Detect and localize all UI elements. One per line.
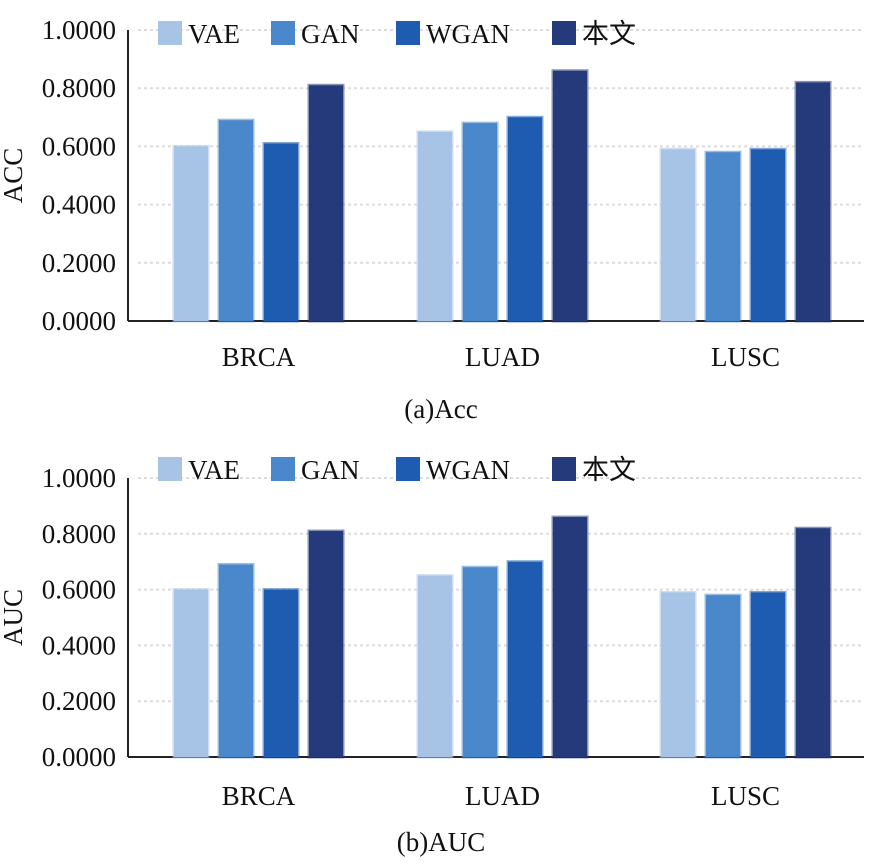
y-tick-label: 0.8000 bbox=[42, 519, 116, 549]
legend-swatch bbox=[552, 21, 576, 45]
bar-brca-0 bbox=[172, 144, 210, 323]
y-tick-label: 0.8000 bbox=[42, 73, 116, 103]
legend-label: GAN bbox=[301, 19, 360, 49]
y-tick-label: 0.4000 bbox=[42, 630, 116, 660]
y-tick-label: 0.6000 bbox=[42, 131, 116, 161]
x-tick-label: BRCA bbox=[222, 342, 296, 372]
legend-swatch bbox=[158, 21, 182, 45]
legend-swatch bbox=[158, 457, 182, 481]
x-tick-label: LUAD bbox=[465, 781, 540, 811]
y-tick-label: 1.0000 bbox=[42, 463, 116, 493]
y-tick-label: 0.4000 bbox=[42, 190, 116, 220]
bar-brca-1 bbox=[217, 562, 255, 759]
bar-luad-0 bbox=[416, 574, 454, 759]
y-tick-label: 0.2000 bbox=[42, 248, 116, 278]
bar-luad-3 bbox=[551, 69, 589, 323]
y-tick-label: 0.0000 bbox=[42, 742, 116, 772]
legend-swatch bbox=[271, 457, 295, 481]
bar-lusc-3 bbox=[794, 526, 832, 759]
bar-lusc-2 bbox=[749, 590, 787, 759]
x-tick-label: LUSC bbox=[711, 342, 780, 372]
legend-label: WGAN bbox=[426, 455, 510, 485]
chart-panel-acc: 0.0000 0.2000 0.4000 0.6000 0.8000 1.0000 ACC B… bbox=[0, 15, 864, 424]
legend-label: VAE bbox=[188, 455, 240, 485]
legend-swatch bbox=[552, 457, 576, 481]
y-tick-label: 0.2000 bbox=[42, 686, 116, 716]
x-tick-label: LUAD bbox=[465, 342, 540, 372]
bar-brca-3 bbox=[307, 83, 345, 323]
y-axis-label: AUC bbox=[0, 589, 28, 646]
chart-caption: (a)Acc bbox=[404, 394, 477, 424]
legend-swatch bbox=[396, 21, 420, 45]
bar-brca-2 bbox=[262, 588, 300, 759]
bar-lusc-3 bbox=[794, 80, 832, 323]
y-tick-label: 0.0000 bbox=[42, 306, 116, 336]
bar-lusc-0 bbox=[659, 590, 697, 759]
bar-luad-2 bbox=[506, 115, 544, 323]
legend-swatch bbox=[271, 21, 295, 45]
y-axis-label: ACC bbox=[0, 148, 28, 204]
legend-label: WGAN bbox=[426, 19, 510, 49]
bar-brca-1 bbox=[217, 118, 255, 323]
bar-lusc-0 bbox=[659, 147, 697, 323]
chart-panel-auc: 0.0000 0.2000 0.4000 0.6000 0.8000 1.0000 AUC B… bbox=[0, 455, 864, 857]
x-tick-label: LUSC bbox=[711, 781, 780, 811]
x-tick-label: BRCA bbox=[222, 781, 296, 811]
bar-luad-3 bbox=[551, 515, 589, 759]
legend-label: GAN bbox=[301, 455, 360, 485]
bar-brca-3 bbox=[307, 529, 345, 759]
bar-lusc-1 bbox=[704, 593, 742, 759]
legend-label: 本文 bbox=[582, 455, 636, 485]
legend-label: 本文 bbox=[582, 19, 636, 49]
bar-luad-1 bbox=[461, 565, 499, 759]
bar-lusc-2 bbox=[749, 147, 787, 323]
bar-brca-0 bbox=[172, 588, 210, 759]
chart-caption: (b)AUC bbox=[397, 827, 486, 857]
bar-lusc-1 bbox=[704, 150, 742, 323]
bar-luad-0 bbox=[416, 130, 454, 323]
bar-luad-1 bbox=[461, 121, 499, 323]
y-tick-label: 0.6000 bbox=[42, 575, 116, 605]
y-tick-label: 1.0000 bbox=[42, 15, 116, 45]
bar-brca-2 bbox=[262, 141, 300, 323]
legend-swatch bbox=[396, 457, 420, 481]
legend-label: VAE bbox=[188, 19, 240, 49]
bar-luad-2 bbox=[506, 560, 544, 759]
